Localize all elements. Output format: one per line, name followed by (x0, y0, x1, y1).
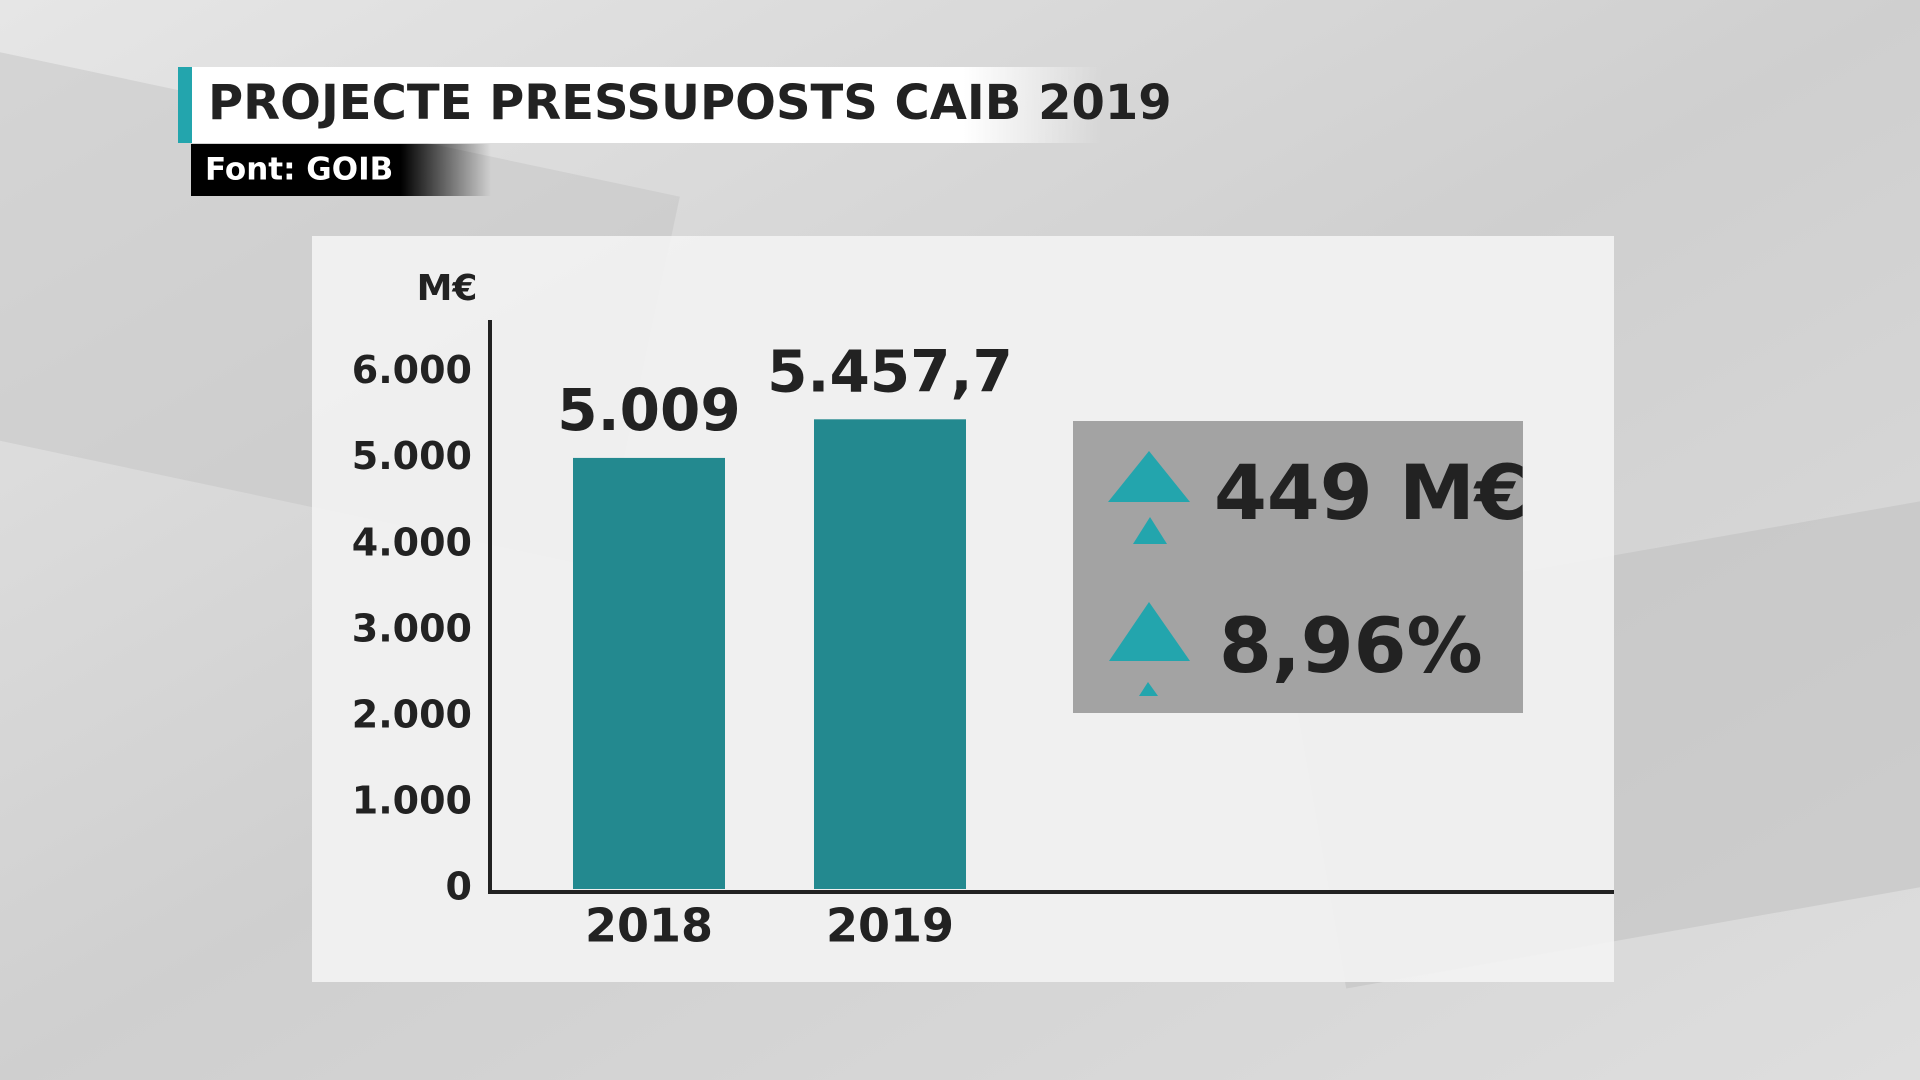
bar (573, 457, 725, 889)
title-bar (178, 67, 1102, 143)
y-tick-label: 1.000 (352, 778, 472, 822)
subtitle-bar (191, 144, 491, 196)
increase-icon (1133, 517, 1167, 544)
y-tick-label: 2.000 (352, 692, 472, 736)
x-tick-label: 2019 (826, 899, 954, 953)
chart-title: PROJECTE PRESSUPOSTS CAIB 2019 (208, 75, 1172, 131)
y-axis-label: M€ (417, 268, 478, 309)
y-tick-label: 0 (446, 865, 472, 909)
y-tick-label: 5.000 (352, 434, 472, 478)
bar (814, 419, 966, 889)
x-tick-label: 2018 (585, 899, 713, 953)
increase-icon (1139, 682, 1158, 696)
value-label: 5.009 (557, 376, 740, 444)
y-tick-label: 3.000 (352, 606, 472, 650)
y-tick-label: 6.000 (352, 348, 472, 392)
increase-icon (1109, 602, 1190, 661)
annotation: 8,96% (1219, 601, 1483, 690)
subtitle: Font: GOIB (205, 152, 393, 188)
value-label: 5.457,7 (767, 337, 1013, 405)
title-accent (178, 67, 192, 143)
y-tick-label: 4.000 (352, 520, 472, 564)
annotation: 449 M€ (1214, 448, 1528, 537)
increase-icon (1108, 451, 1190, 502)
